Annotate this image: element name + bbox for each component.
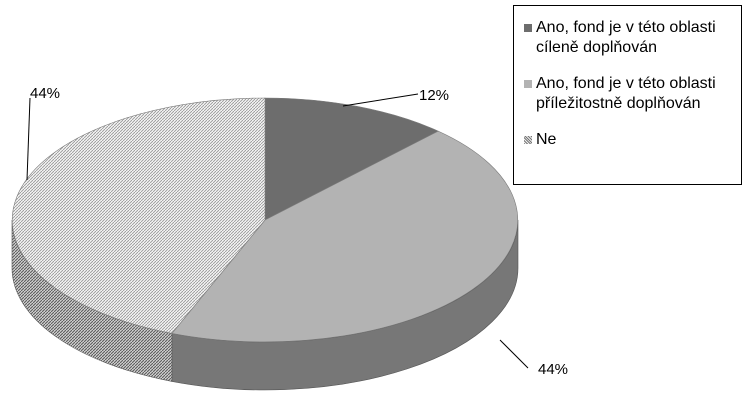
legend-label: Ano, fond je v této oblasti cíleně doplň…	[536, 19, 716, 56]
pie-slice	[171, 130, 518, 343]
pie-slice	[11, 97, 266, 334]
leader-line	[26, 97, 31, 181]
legend-item: Ano, fond je v této oblasti cíleně doplň…	[524, 18, 737, 58]
legend-label: Ne	[536, 131, 557, 148]
data-label: 44%	[538, 361, 568, 378]
legend-swatch	[524, 136, 532, 144]
legend-label: Ano, fond je v této oblasti příležitostn…	[536, 75, 716, 112]
legend-item: Ne	[524, 130, 737, 150]
pie-top-layer	[11, 97, 518, 343]
legend-swatch	[524, 24, 532, 32]
data-label: 12%	[419, 87, 449, 104]
legend-item: Ano, fond je v této oblasti příležitostn…	[524, 74, 737, 114]
pie-slice	[264, 97, 439, 221]
legend: Ano, fond je v této oblasti cíleně doplň…	[513, 5, 742, 185]
legend-swatch	[524, 80, 532, 88]
leader-line	[499, 339, 529, 369]
data-label: 44%	[30, 85, 60, 102]
pie-label-layer: 12% 44% 44%	[26, 85, 568, 378]
leader-line	[342, 93, 419, 107]
